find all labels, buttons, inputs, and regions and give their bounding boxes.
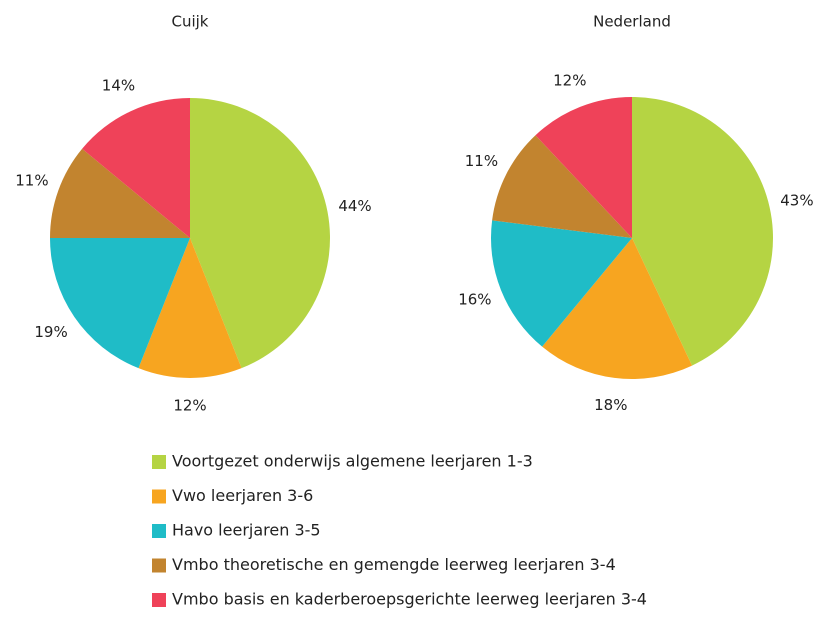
- legend-swatch: [152, 558, 166, 573]
- pie-slice: [632, 97, 774, 366]
- legend-swatch: [152, 593, 166, 607]
- chart-title: Cuijk: [171, 13, 208, 31]
- data-label: 44%: [338, 197, 371, 215]
- pie-slice: [82, 97, 190, 238]
- data-label: 12%: [173, 397, 206, 415]
- data-label: 11%: [15, 172, 48, 190]
- legend-label: Vmbo theoretische en gemengde leerweg le…: [172, 555, 616, 574]
- pie-slice: [190, 98, 330, 369]
- legend-label: Havo leerjaren 3-5: [172, 521, 321, 540]
- data-label: 12%: [553, 71, 586, 89]
- chart-title: Nederland: [593, 13, 671, 31]
- data-label: 18%: [594, 396, 627, 414]
- pie-slice: [50, 148, 190, 238]
- data-label: 14%: [102, 76, 135, 94]
- pie-slice: [542, 238, 693, 379]
- data-label: 11%: [465, 152, 498, 170]
- legend-swatch: [152, 489, 166, 504]
- data-label: 43%: [780, 192, 813, 210]
- pie-slice: [492, 135, 632, 238]
- legend-label: Voortgezet onderwijs algemene leerjaren …: [172, 452, 533, 471]
- legend-label: Vwo leerjaren 3-6: [172, 486, 313, 505]
- data-label: 16%: [458, 291, 491, 309]
- pie-slice: [491, 220, 632, 347]
- legend-swatch: [152, 524, 166, 538]
- legend-swatch: [152, 455, 166, 469]
- pie-slice: [535, 97, 632, 238]
- legend-label: Vmbo basis en kaderberoepsgerichte leerw…: [172, 590, 647, 609]
- data-label: 19%: [34, 323, 67, 341]
- pie-slice: [50, 238, 190, 369]
- pie-slice: [138, 238, 242, 378]
